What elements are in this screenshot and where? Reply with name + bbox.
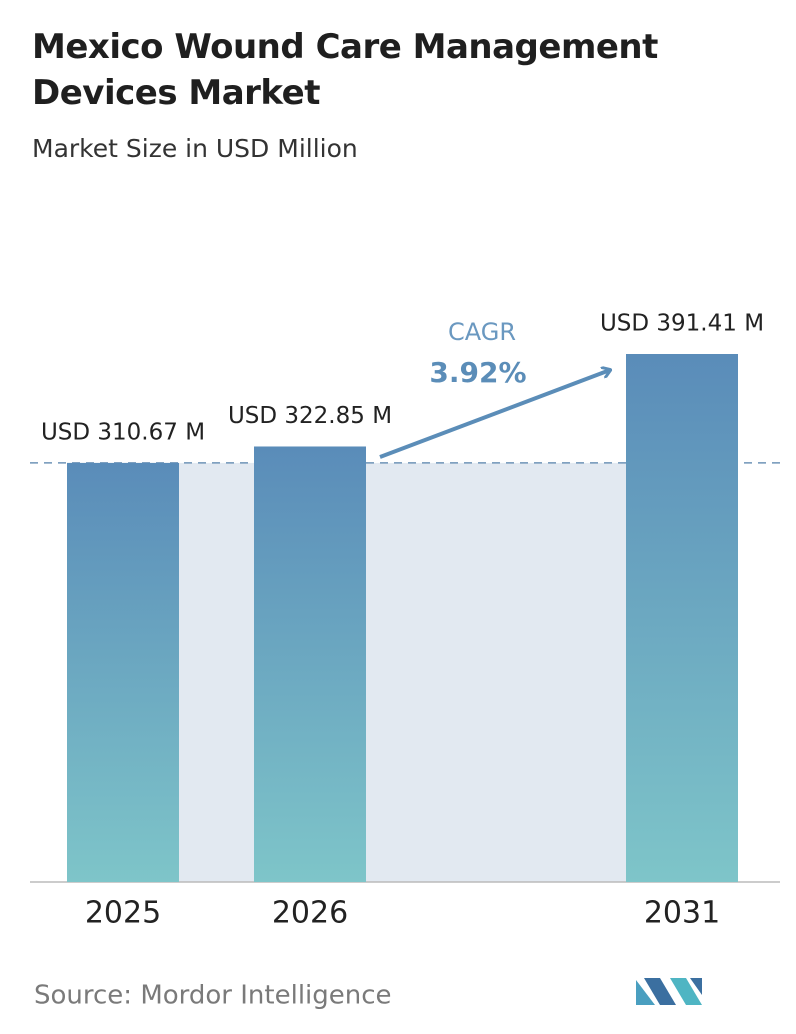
bar [67,462,179,882]
chart-title: Mexico Wound Care Management Devices Mar… [32,27,658,113]
value-label: USD 322.85 M [228,403,392,429]
cagr-arrow [379,370,610,459]
bar [626,354,738,882]
value-label: USD 310.67 M [41,419,205,445]
x-tick-label: 2031 [644,896,720,931]
chart-subtitle: Market Size in USD Million [32,134,358,163]
x-tick-label: 2025 [85,896,161,931]
x-tick-label: 2026 [272,896,348,931]
logo [636,978,702,1005]
cagr-label: CAGR [448,318,516,346]
source: Source: Mordor Intelligence [34,981,392,1011]
cagr-value: 3.92% [429,356,526,389]
value-label: USD 391.41 M [600,311,764,337]
bar [254,446,366,882]
